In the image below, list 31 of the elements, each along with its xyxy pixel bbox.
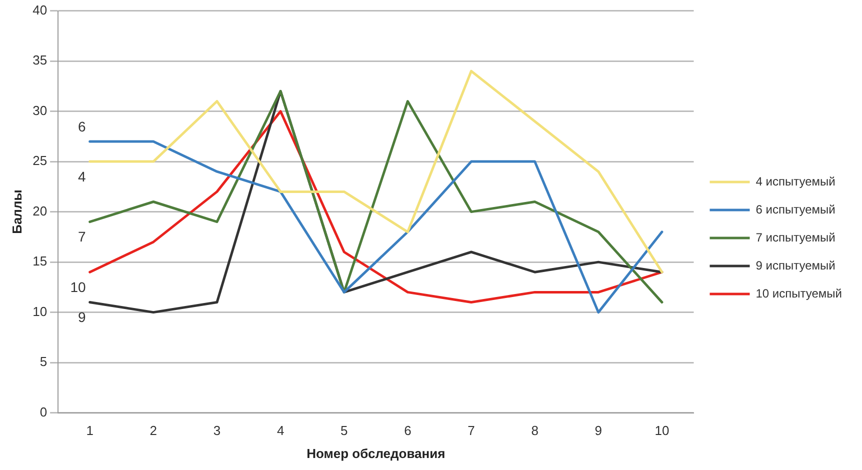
y-tick-label: 40 <box>32 2 48 18</box>
y-tick-label: 10 <box>32 304 48 319</box>
legend-label: 9 испытуемый <box>756 258 836 272</box>
legend-label: 7 испытуемый <box>756 230 836 244</box>
x-tick-label: 8 <box>531 423 538 438</box>
annotation: 10 <box>70 278 86 295</box>
annotation: 9 <box>78 309 86 326</box>
x-tick-label: 2 <box>150 423 158 438</box>
y-tick-label: 25 <box>32 153 48 168</box>
legend-label: 10 испытуемый <box>756 286 842 300</box>
annotation: 6 <box>78 118 86 134</box>
x-tick-label: 4 <box>276 423 284 438</box>
y-tick-label: 30 <box>32 102 48 118</box>
x-tick-label: 3 <box>213 423 221 438</box>
x-tick-label: 5 <box>340 423 348 438</box>
x-tick-label: 9 <box>594 423 602 438</box>
y-tick-label: 20 <box>32 203 48 218</box>
y-tick-label: 0 <box>40 404 48 420</box>
x-tick-label: 7 <box>468 423 475 438</box>
annotation: 4 <box>78 168 86 184</box>
y-tick-label: 5 <box>40 354 48 370</box>
y-axis-title: Баллы <box>9 190 24 234</box>
x-tick-label: 1 <box>86 423 94 438</box>
x-tick-label: 6 <box>404 423 412 438</box>
x-axis-title: Номер обследования <box>306 446 446 461</box>
y-tick-label: 15 <box>32 254 48 269</box>
legend-label: 6 испытуемый <box>756 202 836 216</box>
annotation: 7 <box>78 228 86 245</box>
legend-label: 4 испытуемый <box>756 174 836 188</box>
x-tick-label: 10 <box>654 423 670 438</box>
y-tick-label: 35 <box>32 52 48 68</box>
